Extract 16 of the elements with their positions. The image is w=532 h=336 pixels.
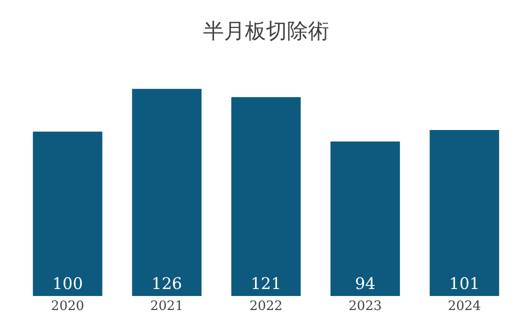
data-label: 126 — [152, 274, 182, 293]
bar — [430, 130, 500, 296]
bar — [330, 142, 400, 296]
x-tick-label: 2023 — [348, 299, 382, 314]
x-tick-label: 2021 — [150, 299, 184, 314]
x-tick-label: 2022 — [249, 299, 283, 314]
x-tick-label: 2020 — [51, 299, 84, 314]
data-label: 101 — [449, 274, 480, 293]
x-tick-label: 2024 — [448, 299, 481, 314]
data-label: 121 — [250, 274, 282, 293]
bar — [231, 97, 301, 296]
bar — [132, 88, 202, 296]
data-label: 100 — [52, 274, 83, 293]
chart-title: 半月板切除術 — [203, 19, 329, 44]
data-label: 94 — [355, 274, 376, 293]
bar — [32, 132, 102, 296]
